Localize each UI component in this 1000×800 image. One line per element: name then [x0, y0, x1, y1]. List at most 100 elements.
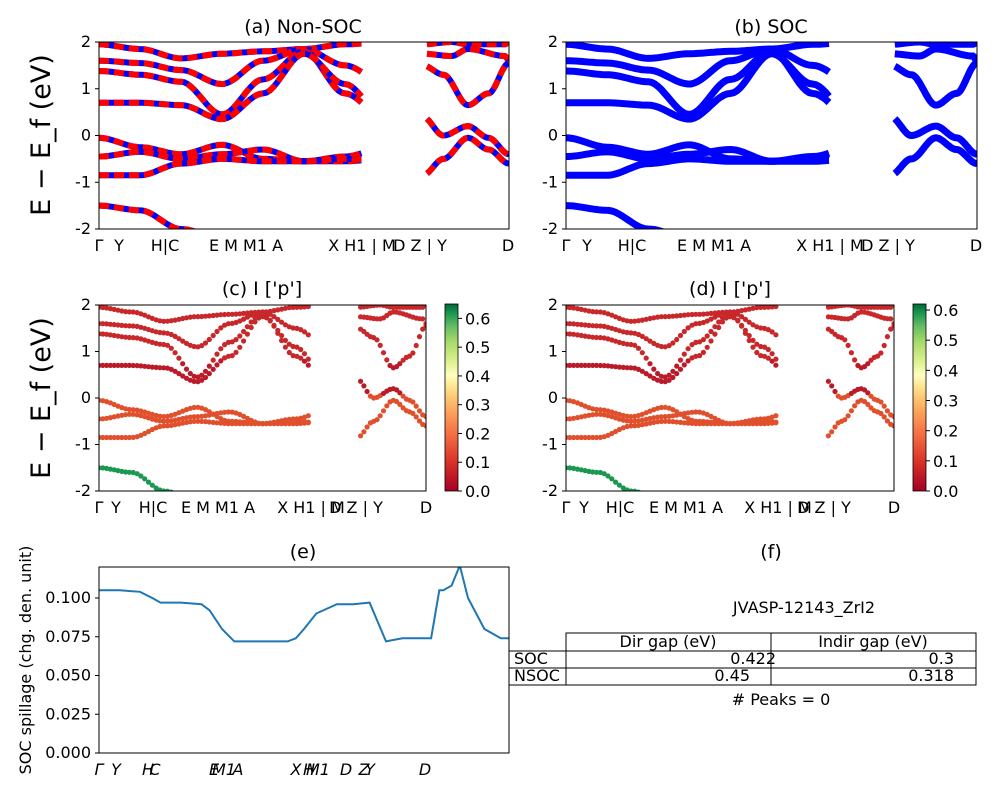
projected-point	[624, 329, 630, 336]
panel-e-spillage: (e) 0.000 0.025 0.050 0.075 0.100 SOC spilla…	[16, 541, 510, 779]
projected-point	[655, 419, 661, 425]
band-line	[892, 134, 977, 177]
projected-point	[662, 344, 668, 350]
projected-point	[655, 414, 661, 420]
projected-point	[567, 321, 573, 327]
projected-point	[301, 351, 308, 357]
projected-point	[241, 338, 247, 344]
projected-point	[244, 331, 250, 337]
projected-point	[123, 469, 129, 475]
projected-point	[374, 337, 380, 343]
projected-point	[210, 357, 216, 363]
table-header-indir-gap: Indir gap (eV)	[818, 632, 928, 651]
projected-point	[773, 356, 779, 362]
projected-point	[655, 370, 661, 377]
projected-point	[364, 424, 370, 430]
projected-point	[153, 364, 159, 370]
projected-point	[180, 338, 186, 344]
projected-point	[658, 404, 665, 411]
projected-point	[685, 358, 691, 364]
projected-point	[271, 314, 277, 320]
projected-point	[750, 419, 756, 425]
projected-point	[845, 342, 851, 348]
projected-point	[267, 318, 273, 324]
projected-point	[628, 414, 634, 420]
projected-point	[613, 479, 619, 485]
projected-point	[639, 411, 645, 417]
projected-point	[571, 465, 577, 471]
projected-point	[298, 346, 304, 353]
projected-point	[681, 351, 687, 357]
projected-point	[361, 429, 367, 435]
xtick-label: X H1 | M	[744, 498, 812, 517]
projected-point	[681, 312, 687, 318]
projected-point	[761, 418, 768, 424]
panel-b-yticks: -2 -1 0 1 2	[542, 32, 566, 238]
projected-point	[884, 418, 891, 424]
projected-point	[708, 310, 714, 316]
projected-point	[164, 488, 171, 491]
projected-point	[126, 469, 132, 475]
ytick-label: -2	[542, 481, 558, 500]
projected-point	[225, 421, 231, 427]
projected-point	[104, 362, 110, 368]
projected-point	[222, 420, 228, 426]
xtick-label: A	[232, 760, 244, 779]
panel-e-frame	[98, 566, 510, 754]
projected-point	[773, 305, 779, 310]
projected-point	[237, 344, 243, 350]
projected-point	[685, 420, 691, 426]
projected-point	[719, 319, 726, 325]
projected-point	[582, 322, 588, 328]
projected-point	[260, 421, 266, 427]
xtick-label: H|C	[151, 236, 180, 255]
ytick-label: 2	[81, 32, 91, 51]
projected-point	[624, 413, 630, 419]
projected-point	[750, 344, 756, 350]
projected-point	[305, 305, 311, 310]
projected-point	[632, 418, 638, 424]
projected-point	[888, 326, 894, 332]
xtick-label: D Z | Y	[329, 498, 383, 517]
xtick-label: Z	[358, 760, 371, 779]
projected-point	[700, 421, 707, 427]
projected-point	[176, 355, 182, 361]
projected-point	[222, 311, 228, 318]
projected-point	[609, 363, 615, 369]
xtick-label: H	[303, 760, 315, 779]
projected-point	[662, 404, 668, 410]
projected-point	[423, 323, 426, 329]
projected-point	[666, 343, 672, 349]
xtick-label: X H1 | M	[796, 236, 864, 255]
projected-point	[697, 353, 703, 359]
projected-point	[742, 419, 749, 426]
projected-point	[716, 319, 722, 325]
band-line	[425, 134, 509, 176]
projected-point	[271, 420, 277, 426]
ytick-label: 0.075	[45, 627, 91, 646]
projected-point	[413, 403, 419, 409]
panel-a-bands	[99, 42, 509, 229]
projected-point	[142, 476, 148, 482]
projected-point	[187, 314, 193, 320]
projected-point	[593, 434, 600, 441]
projected-point	[100, 416, 106, 422]
projected-point	[716, 324, 722, 331]
projected-point	[199, 377, 205, 383]
projected-point	[164, 318, 171, 324]
xtick-label: E M M1 A	[649, 498, 723, 517]
colorbar-tick-label: 0.2	[933, 422, 958, 441]
projected-point	[384, 357, 390, 363]
xtick-label: E	[209, 760, 220, 779]
panel-e-xticks: Γ Y H C E M1 A X H M1 D Z Y D	[95, 760, 432, 779]
projected-point	[126, 334, 132, 341]
projected-point	[727, 421, 733, 427]
xtick-label: Γ	[562, 498, 571, 517]
projected-point	[244, 310, 250, 316]
projected-point	[294, 344, 300, 350]
projected-point	[237, 421, 243, 427]
projected-point	[161, 414, 167, 420]
projected-point	[746, 319, 752, 325]
projected-point	[126, 323, 132, 329]
projected-point	[708, 328, 714, 335]
